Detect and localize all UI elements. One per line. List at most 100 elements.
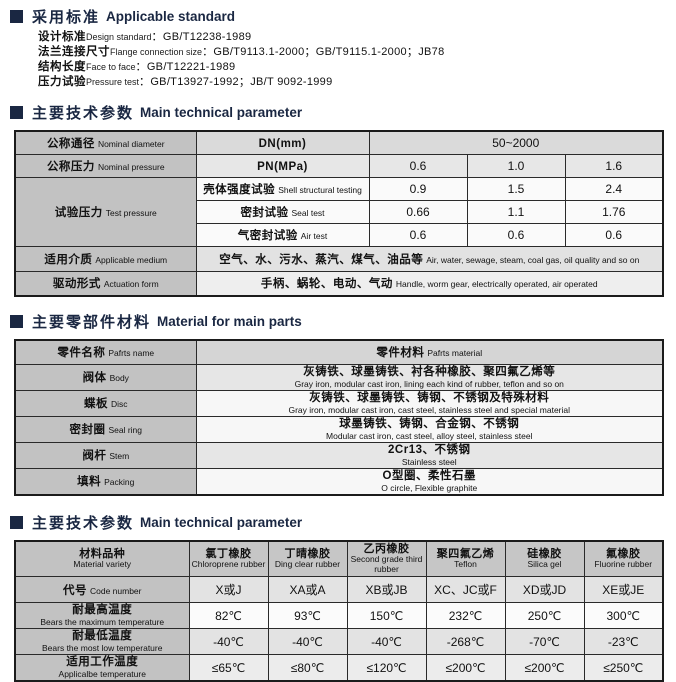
section-heading-rubber-parameters: 主要技术参数 Main technical parameter	[10, 512, 662, 533]
value-cell: 232℃	[426, 603, 505, 629]
value-cell: XC、JC或F	[426, 577, 505, 603]
standard-label-zh: 设计标准	[38, 31, 86, 43]
section-heading-main-technical-parameter: 主要技术参数 Main technical parameter	[10, 102, 662, 123]
section-heading-applicable-standard: 采用标准 Applicable standard	[10, 6, 662, 27]
standard-value: ：GB/T13927-1992；JB/T 9092-1999	[139, 76, 332, 88]
standard-value: ：GB/T9113.1-2000；GB/T9115.1-2000；JB78	[202, 46, 444, 58]
section-title-zh: 主要技术参数	[32, 512, 134, 533]
param-sub-cell: PN(MPa)	[196, 154, 369, 177]
value-cell: X或J	[189, 577, 268, 603]
section-title-en: Main technical parameter	[140, 515, 302, 530]
standard-value: ：GB/T12221-1989	[136, 61, 236, 73]
value-cell: -268℃	[426, 629, 505, 655]
param-value-cell: 0.6	[369, 223, 467, 246]
value-cell: XE或JE	[584, 577, 663, 603]
section-title-zh: 主要零部件材料	[32, 311, 151, 332]
param-value-cell: 1.5	[467, 177, 565, 200]
value-cell: ≤65℃	[189, 655, 268, 682]
value-cell: ≤250℃	[584, 655, 663, 682]
standard-line-flange: 法兰连接尺寸Flange connection size：GB/T9113.1-…	[38, 45, 662, 60]
param-value-cell: 0.6	[565, 223, 663, 246]
value-cell: -70℃	[505, 629, 584, 655]
param-value-cell: 1.0	[467, 154, 565, 177]
value-cell: XA或A	[268, 577, 347, 603]
value-cell: 82℃	[189, 603, 268, 629]
standards-list: 设计标准Design standard：GB/T12238-1989 法兰连接尺…	[38, 30, 662, 90]
section-title-zh: 主要技术参数	[32, 102, 134, 123]
standard-value: ：GB/T12238-1989	[152, 31, 252, 43]
value-cell: 93℃	[268, 603, 347, 629]
param-value-cell: 0.66	[369, 200, 467, 223]
standard-line-pressure-test: 压力试验Pressure test：GB/T13927-1992；JB/T 90…	[38, 75, 662, 90]
section-heading-material-for-main-parts: 主要零部件材料 Material for main parts	[10, 311, 662, 332]
value-cell: XB或JB	[347, 577, 426, 603]
param-value-cell: 0.6	[467, 223, 565, 246]
standard-label-en: Face to face	[86, 62, 136, 72]
section-bullet-icon	[10, 315, 23, 328]
standard-label-zh: 法兰连接尺寸	[38, 46, 110, 58]
standard-label-en: Design standard	[86, 32, 152, 42]
param-value-cell: 0.9	[369, 177, 467, 200]
value-cell: ≤200℃	[505, 655, 584, 682]
standard-label-en: Flange connection size	[110, 47, 202, 57]
param-value-cell: 1.6	[565, 154, 663, 177]
param-value-cell: 1.1	[467, 200, 565, 223]
value-cell: XD或JD	[505, 577, 584, 603]
param-value-cell: 0.6	[369, 154, 467, 177]
value-cell: -23℃	[584, 629, 663, 655]
value-cell: 250℃	[505, 603, 584, 629]
value-cell: -40℃	[347, 629, 426, 655]
param-value-cell: 2.4	[565, 177, 663, 200]
standard-line-design: 设计标准Design standard：GB/T12238-1989	[38, 30, 662, 45]
standard-label-en: Pressure test	[86, 77, 139, 87]
standard-line-face-to-face: 结构长度Face to face：GB/T12221-1989	[38, 60, 662, 75]
spec-sheet-page: 采用标准 Applicable standard 设计标准Design stan…	[0, 0, 676, 667]
standard-label-zh: 结构长度	[38, 61, 86, 73]
value-cell: -40℃	[189, 629, 268, 655]
value-cell: 150℃	[347, 603, 426, 629]
